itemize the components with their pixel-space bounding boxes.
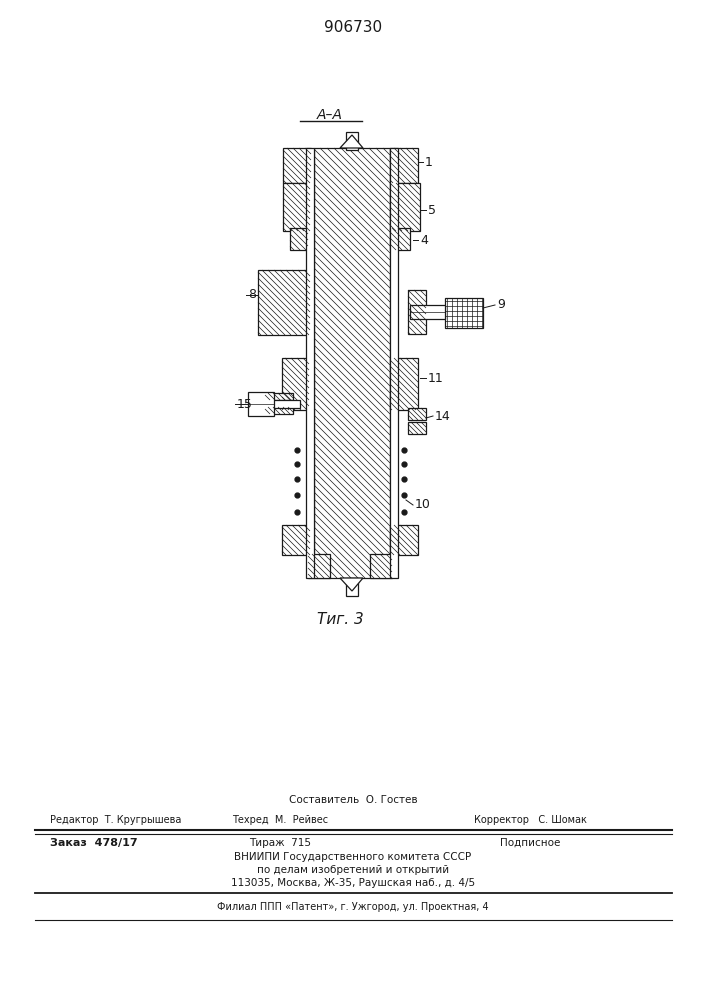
Bar [265, 407, 293, 414]
Text: Составитель  О. Гостев: Составитель О. Гостев [288, 795, 417, 805]
Bar [282, 358, 309, 410]
Text: 9: 9 [497, 298, 505, 312]
Bar [370, 554, 392, 578]
Polygon shape [340, 578, 363, 591]
Bar [308, 554, 330, 578]
Bar [265, 393, 293, 400]
Bar [390, 358, 418, 410]
Text: Τиг. 3: Τиг. 3 [317, 612, 363, 628]
Bar [258, 270, 310, 335]
Text: Тираж  715: Тираж 715 [249, 838, 311, 848]
Bar [248, 392, 274, 416]
Text: Заказ  478/17: Заказ 478/17 [50, 838, 138, 848]
Text: A–A: A–A [317, 108, 343, 122]
Text: 906730: 906730 [324, 20, 382, 35]
Text: 14: 14 [435, 410, 451, 422]
Text: 4: 4 [420, 233, 428, 246]
Bar [314, 148, 390, 578]
Bar [410, 305, 445, 319]
Text: ВНИИПИ Государственного комитета СССР: ВНИИПИ Государственного комитета СССР [235, 852, 472, 862]
Bar [346, 132, 358, 150]
Text: Филиал ППП «Патент», г. Ужгород, ул. Проектная, 4: Филиал ППП «Патент», г. Ужгород, ул. Про… [217, 902, 489, 912]
Text: Подписное: Подписное [500, 838, 560, 848]
Bar [445, 298, 483, 328]
Bar [346, 578, 358, 596]
Text: 11: 11 [428, 371, 444, 384]
Bar [282, 525, 310, 555]
Bar [290, 228, 308, 250]
Text: по делам изобретений и открытий: по делам изобретений и открытий [257, 865, 449, 875]
Bar [390, 148, 418, 183]
Bar [408, 422, 426, 434]
Text: 1: 1 [425, 155, 433, 168]
Bar [306, 148, 314, 578]
Bar [283, 183, 310, 231]
Text: Корректор   С. Шомак: Корректор С. Шомак [474, 815, 586, 825]
Bar [408, 290, 426, 334]
Bar [390, 228, 410, 250]
Text: Редактор  Т. Кругрышева: Редактор Т. Кругрышева [50, 815, 182, 825]
Bar [408, 408, 426, 420]
Text: 8: 8 [248, 288, 256, 302]
Text: 5: 5 [428, 204, 436, 217]
Bar [390, 183, 420, 231]
Bar [265, 400, 300, 408]
Text: 113035, Москва, Ж-35, Раушская наб., д. 4/5: 113035, Москва, Ж-35, Раушская наб., д. … [231, 878, 475, 888]
Polygon shape [340, 135, 363, 148]
Text: 15: 15 [237, 397, 253, 410]
Text: 10: 10 [415, 498, 431, 512]
Text: Техред  М.  Рейвес: Техред М. Рейвес [232, 815, 328, 825]
Bar [390, 148, 398, 578]
Bar [283, 148, 311, 183]
Bar [390, 525, 418, 555]
